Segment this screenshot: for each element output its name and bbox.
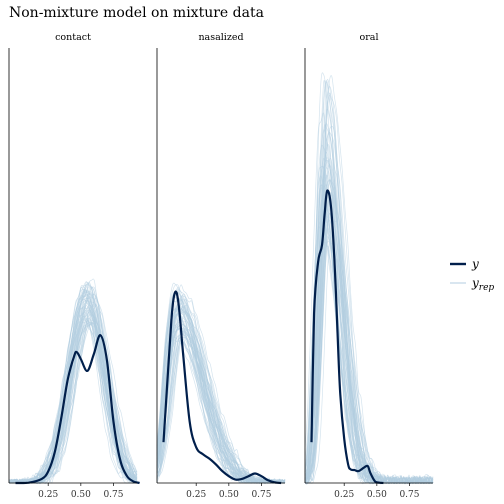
x-tick-label-nasalized-1: 0.50 <box>219 490 239 500</box>
yrep-line-nasalized-50 <box>156 332 286 484</box>
yrep-line-oral-57 <box>304 241 434 484</box>
yrep-line-oral-55 <box>304 80 434 484</box>
yrep-line-nasalized-51 <box>156 332 286 484</box>
legend: y yrep <box>450 257 494 293</box>
panel-contact: contact 0.25 0.50 0.75 <box>8 32 140 500</box>
x-tick-label-contact-1: 0.50 <box>71 490 91 500</box>
yrep-line-oral-52 <box>304 80 434 484</box>
strip-label-nasalized: nasalized <box>198 32 243 43</box>
y-line-oral <box>310 189 384 485</box>
x-tick-label-oral-0: 0.25 <box>334 490 354 500</box>
x-tick-label-nasalized-0: 0.25 <box>186 490 206 500</box>
yrep-line-contact-40 <box>8 321 138 484</box>
x-tick-label-oral-2: 0.75 <box>399 490 419 500</box>
legend-label-y: y <box>471 257 479 271</box>
facet-panels: contact 0.25 0.50 0.75 nasalized 0.25 0.50 0.75… <box>8 32 434 500</box>
legend-label-yrep: yrep <box>471 276 494 293</box>
x-tick-label-contact-2: 0.75 <box>103 490 123 500</box>
yrep-line-nasalized-59 <box>156 325 286 484</box>
strip-label-contact: contact <box>55 32 91 43</box>
x-tick-label-oral-1: 0.50 <box>367 490 387 500</box>
yrep-line-contact-59 <box>8 318 138 484</box>
y-line-contact <box>15 334 140 485</box>
y-line-nasalized <box>162 290 282 485</box>
panel-oral: oral 0.25 0.50 0.75 <box>304 32 434 500</box>
yrep-line-oral-43 <box>304 132 433 484</box>
x-tick-label-nasalized-2: 0.75 <box>251 490 271 500</box>
strip-label-oral: oral <box>360 32 379 43</box>
x-tick-label-contact-0: 0.25 <box>38 490 58 500</box>
chart-title: Non-mixture model on mixture data <box>9 5 264 21</box>
yrep-line-contact-51 <box>8 315 138 484</box>
yrep-line-oral-59 <box>304 184 433 484</box>
panel-nasalized: nasalized 0.25 0.50 0.75 <box>156 32 286 500</box>
